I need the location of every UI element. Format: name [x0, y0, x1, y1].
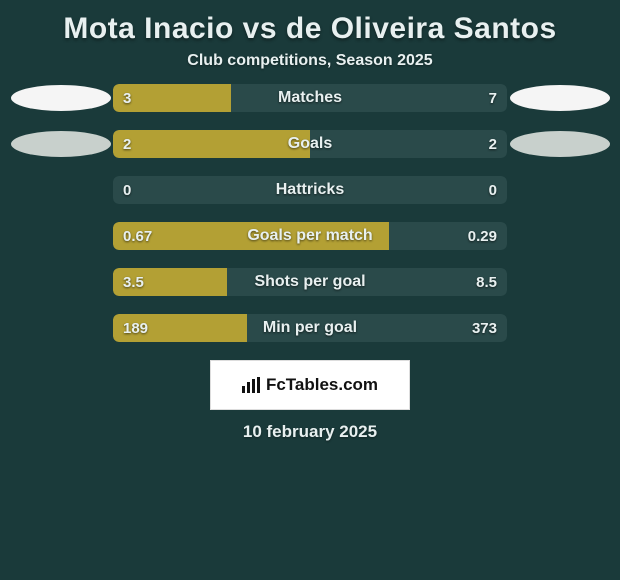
bar-right-segment — [227, 268, 507, 296]
bar-right-segment — [310, 130, 507, 158]
page-subtitle: Club competitions, Season 2025 — [0, 52, 620, 84]
stat-row: 2Goals2 — [8, 130, 612, 158]
stat-value-right: 0 — [489, 176, 497, 204]
bar-right-segment — [231, 84, 507, 112]
avatar-ellipse — [510, 85, 610, 111]
stat-row: 189Min per goal373 — [8, 314, 612, 342]
stat-row: 0Hattricks0 — [8, 176, 612, 204]
stat-row: 3.5Shots per goal8.5 — [8, 268, 612, 296]
brand-text: FcTables.com — [266, 375, 378, 395]
stat-value-right: 0.29 — [468, 222, 497, 250]
stat-row: 3Matches7 — [8, 84, 612, 112]
stat-row: 0.67Goals per match0.29 — [8, 222, 612, 250]
bar-right-segment — [113, 176, 507, 204]
avatar-ellipse — [11, 131, 111, 157]
stat-value-right: 2 — [489, 130, 497, 158]
avatar-ellipse — [11, 85, 111, 111]
player-left-avatar — [8, 129, 113, 159]
bar-left-segment — [113, 130, 310, 158]
stat-value-left: 0 — [123, 176, 131, 204]
stat-value-right: 373 — [472, 314, 497, 342]
stat-value-left: 3.5 — [123, 268, 144, 296]
bar-right-segment — [247, 314, 507, 342]
date-text: 10 february 2025 — [0, 422, 620, 442]
stat-bar: 3Matches7 — [113, 84, 507, 112]
brand-badge: FcTables.com — [210, 360, 410, 410]
stat-value-left: 0.67 — [123, 222, 152, 250]
stat-bar: 0Hattricks0 — [113, 176, 507, 204]
player-left-avatar — [8, 83, 113, 113]
bar-left-segment — [113, 222, 389, 250]
stat-bar: 2Goals2 — [113, 130, 507, 158]
stat-bar: 0.67Goals per match0.29 — [113, 222, 507, 250]
stat-value-right: 8.5 — [476, 268, 497, 296]
player-right-avatar — [507, 129, 612, 159]
stat-value-left: 189 — [123, 314, 148, 342]
page-title: Mota Inacio vs de Oliveira Santos — [0, 0, 620, 52]
avatar-ellipse — [510, 131, 610, 157]
chart-icon — [242, 377, 260, 393]
comparison-chart: 3Matches7 2Goals2 0Hattricks0 0.67Goals per… — [0, 84, 620, 342]
stat-value-left: 2 — [123, 130, 131, 158]
stat-value-left: 3 — [123, 84, 131, 112]
stat-value-right: 7 — [489, 84, 497, 112]
stat-bar: 189Min per goal373 — [113, 314, 507, 342]
stat-bar: 3.5Shots per goal8.5 — [113, 268, 507, 296]
player-right-avatar — [507, 83, 612, 113]
